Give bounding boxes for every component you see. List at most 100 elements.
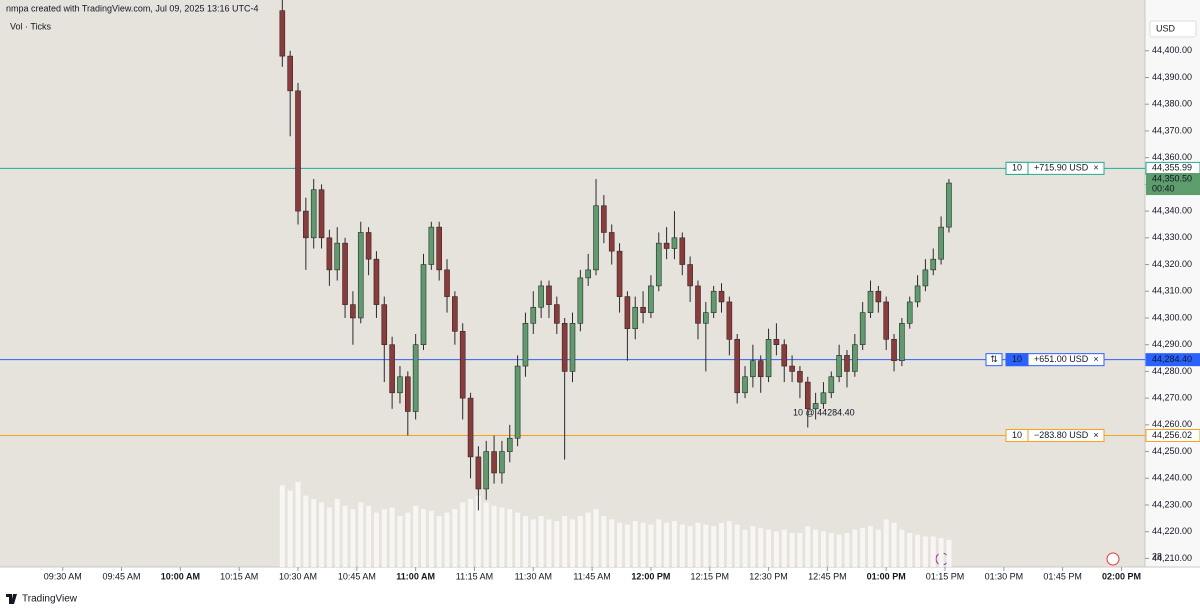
volume-bar [922, 536, 928, 567]
order-qty: 10 [1012, 430, 1022, 440]
price-axis-bg [1145, 0, 1200, 567]
volume-bar [483, 502, 489, 567]
price-badge-label: 44,355.99 [1152, 163, 1192, 173]
candle-body [867, 290, 874, 313]
volume-bar [303, 495, 309, 567]
volume-bar [640, 522, 646, 567]
volume-bar [311, 499, 317, 567]
candle-body [687, 264, 693, 287]
volume-bar [460, 502, 466, 567]
candle-body [467, 397, 474, 458]
currency-box[interactable] [1149, 20, 1197, 38]
volume-bar [656, 519, 662, 567]
candle-body [624, 296, 631, 329]
candle-body [287, 55, 293, 92]
volume-bar [436, 516, 442, 567]
price-badge [1145, 353, 1200, 367]
candle-body [789, 365, 795, 372]
candle-body [585, 269, 591, 279]
candle-body [303, 210, 309, 239]
volume-bar [279, 485, 285, 567]
qty-box [1005, 161, 1029, 175]
candle-body [593, 205, 599, 271]
volume-bar [813, 529, 819, 567]
x-tick-label: 12:45 PM [808, 571, 847, 581]
volume-bar [679, 524, 685, 567]
x-tick-label: 09:30 AM [44, 571, 82, 581]
volume-bar [938, 538, 944, 567]
candle-body [389, 344, 395, 394]
volume-bar [554, 521, 560, 567]
candle-body [859, 312, 866, 345]
y-tick-label: 44,340.00 [1152, 205, 1192, 215]
x-tick-label: 12:00 PM [631, 571, 670, 581]
candle-body [459, 331, 466, 399]
volume-bar [773, 531, 779, 567]
price-badge-label: 44,284.40 [1152, 354, 1192, 364]
candle-body [326, 237, 333, 271]
candle-body [797, 371, 803, 383]
candle-body [350, 304, 356, 319]
candle-body [765, 339, 772, 378]
candle-body [295, 90, 301, 212]
order-close[interactable]: × [1093, 163, 1098, 173]
candle-body [757, 360, 764, 378]
volume-bar [319, 502, 325, 567]
candle-body [334, 242, 341, 271]
y-tick-label: 44,390.00 [1152, 72, 1192, 82]
candle-body [561, 323, 568, 372]
volume-bar [420, 509, 426, 567]
candle-body [616, 250, 623, 297]
candle-body [718, 290, 725, 303]
candle-body [475, 456, 482, 490]
y-tick-label: 44,210.00 [1152, 553, 1192, 563]
x-tick-label: 09:45 AM [103, 571, 141, 581]
price-badge [1145, 428, 1200, 442]
candle-body [310, 189, 317, 239]
order-close[interactable]: × [1093, 430, 1098, 440]
plot-bg [0, 0, 1145, 567]
candle-body [883, 301, 889, 340]
volume-bar [358, 502, 364, 567]
order-close[interactable]: × [1093, 354, 1098, 364]
volume-bar [397, 516, 403, 567]
candle-body [946, 182, 952, 228]
candle-body [930, 258, 937, 271]
y-tick-label: 44,250.00 [1152, 446, 1192, 456]
y-tick-label: 44,240.00 [1152, 473, 1192, 483]
volume-bar [820, 531, 826, 567]
volume-bar [468, 499, 474, 567]
y-tick-label: 44,400.00 [1152, 45, 1192, 55]
y-tick-label: 44,290.00 [1152, 339, 1192, 349]
candle-body [444, 269, 450, 297]
volume-bar [507, 509, 513, 567]
volume-bar [444, 512, 450, 567]
candle-body [499, 451, 505, 474]
candle-body [773, 339, 780, 345]
volume-bar [711, 526, 717, 567]
volume-bar [585, 512, 591, 567]
x-tick-label: 11:15 AM [456, 571, 493, 581]
candle-body [357, 232, 364, 319]
x-tick-label: 12:30 PM [749, 571, 788, 581]
order-qty: 10 [1012, 163, 1022, 173]
volume-bar [515, 512, 521, 567]
volume-bar [530, 519, 536, 567]
volume-bar [334, 499, 340, 567]
icon[interactable] [1106, 552, 1120, 566]
reverse-button[interactable] [985, 353, 1003, 367]
x-tick-label: 12:15 PM [690, 571, 729, 581]
reverse-icon: ⇅ [990, 354, 998, 364]
x-tick-label: 10:00 AM [161, 571, 200, 581]
volume-bar [632, 521, 638, 567]
logo [6, 594, 17, 604]
volume-bar [758, 527, 764, 567]
annotation: 10 @ 44284.40 [793, 407, 855, 417]
x-tick-label: 01:45 PM [1043, 571, 1082, 581]
y-tick-label: 44,230.00 [1152, 499, 1192, 509]
candle-body [601, 205, 607, 233]
volume-bar [844, 533, 850, 567]
y-tick-label: 44,260.00 [1152, 419, 1192, 429]
candle-body [820, 392, 827, 404]
volume-bar [475, 495, 481, 567]
